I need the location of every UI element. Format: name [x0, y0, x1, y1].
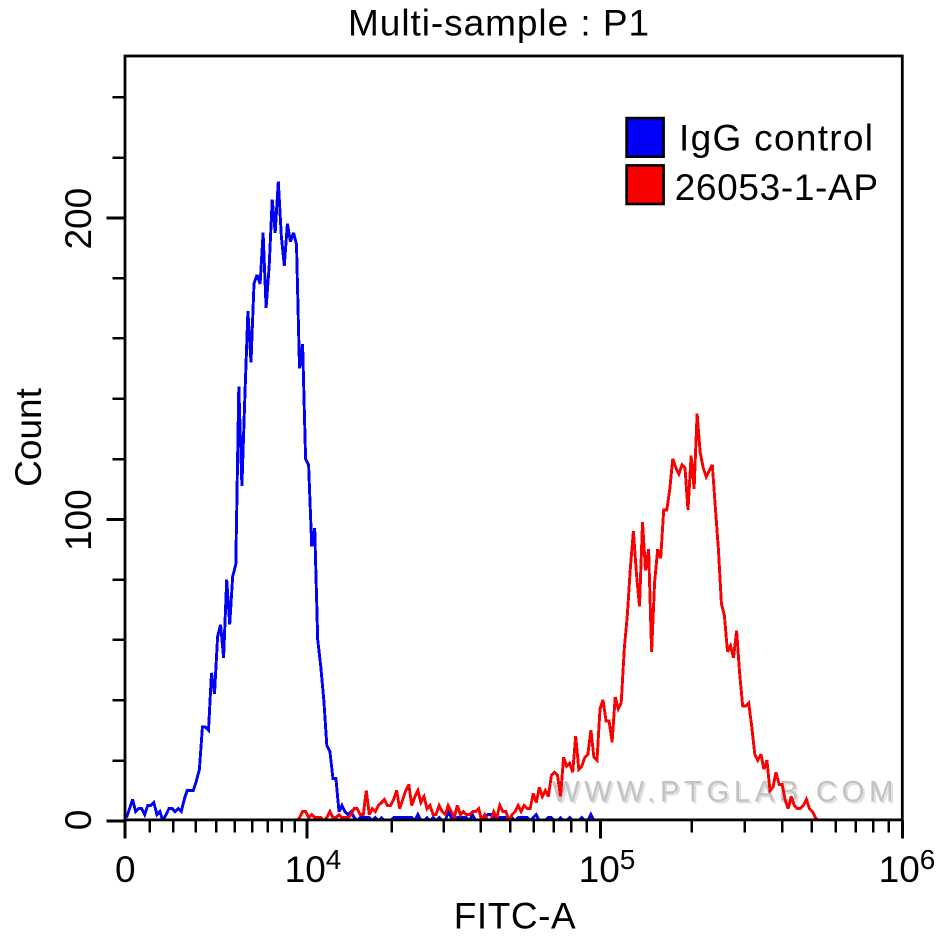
svg-text:FITC-A: FITC-A — [454, 896, 577, 937]
svg-text:100: 100 — [58, 489, 99, 551]
svg-text:Count: Count — [8, 387, 49, 486]
svg-text:Multi-sample : P1: Multi-sample : P1 — [348, 3, 650, 44]
svg-text:0: 0 — [115, 849, 136, 890]
svg-text:WWW.PTGLAB.COM: WWW.PTGLAB.COM — [552, 776, 898, 809]
svg-text:26053-1-AP: 26053-1-AP — [675, 167, 879, 208]
svg-text:0: 0 — [58, 810, 99, 831]
svg-text:IgG control: IgG control — [679, 117, 874, 158]
svg-text:200: 200 — [58, 188, 99, 250]
svg-text:WWW.PTGLAB.COM: WWW.PTGLAB.COM — [554, 778, 900, 811]
svg-text:106: 106 — [879, 844, 936, 890]
